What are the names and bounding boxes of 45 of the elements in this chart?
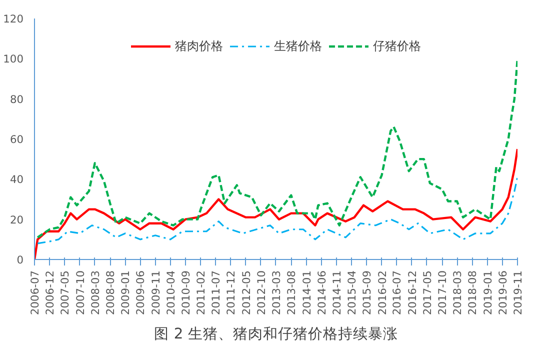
x-tick-label: 2019-11 (512, 270, 524, 316)
x-tick-label: 2016-12 (406, 270, 419, 316)
y-tick-label: 100 (3, 52, 24, 66)
legend-label: 猪肉价格 (175, 38, 223, 54)
x-tick-label: 2013-08 (285, 270, 298, 316)
legend-label: 生猪价格 (274, 38, 322, 54)
x-tick-label: 2015-04 (345, 270, 358, 316)
x-tick-label: 2014-11 (330, 270, 344, 316)
y-tick-label: 40 (10, 173, 24, 186)
line-series (36, 176, 518, 244)
x-tick-label: 2013-03 (270, 270, 283, 316)
x-tick-label: 2016-07 (390, 270, 404, 316)
y-tick-label: 80 (10, 92, 24, 106)
x-tick-label: 2007-10 (74, 270, 87, 316)
text: 图 2 生猪、猪肉和仔猪价格持续暴涨 (154, 326, 398, 342)
x-tick-label: 2008-08 (104, 270, 118, 316)
x-tick-label: 2016-02 (376, 270, 389, 316)
x-tick-label: 2006-07 (28, 270, 42, 316)
x-tick-label: 2017-05 (420, 270, 434, 316)
x-tick-label: 2014-01 (300, 270, 314, 316)
x-tick-label: 2019-01 (481, 270, 494, 316)
y-tick-label: 0 (16, 254, 24, 266)
x-tick-label: 2015-09 (360, 270, 374, 316)
x-tick-label: 2009-01 (119, 270, 132, 316)
y-tick-label: 120 (3, 12, 24, 26)
x-tick-label: 2018-03 (451, 270, 464, 316)
x-tick-label: 2017-10 (436, 270, 450, 316)
x-tick-label: 2010-09 (180, 270, 193, 316)
x-tick-label: 2009-06 (134, 270, 148, 316)
x-tick-label: 2007-05 (58, 270, 72, 316)
x-tick-label: 2011-07 (210, 270, 223, 316)
x-tick-label: 2009-11 (149, 270, 162, 316)
y-tick-label: 60 (10, 133, 24, 146)
legend-label: 仔猪价格 (373, 38, 421, 54)
x-tick-label: 2006-12 (44, 270, 57, 316)
x-tick-label: 2011-02 (194, 270, 208, 316)
x-tick-label: 2019-06 (496, 270, 510, 316)
x-tick-label: 2018-08 (466, 270, 480, 316)
x-tick-label: 2010-04 (164, 270, 178, 316)
x-tick-label: 2008-03 (88, 270, 102, 316)
x-tick-label: 2014-06 (315, 270, 328, 316)
x-tick-label: 2012-05 (240, 270, 253, 316)
x-tick-label: 2012-10 (254, 270, 268, 316)
y-tick-label: 20 (10, 213, 24, 226)
x-tick-label: 2011-12 (224, 270, 238, 316)
